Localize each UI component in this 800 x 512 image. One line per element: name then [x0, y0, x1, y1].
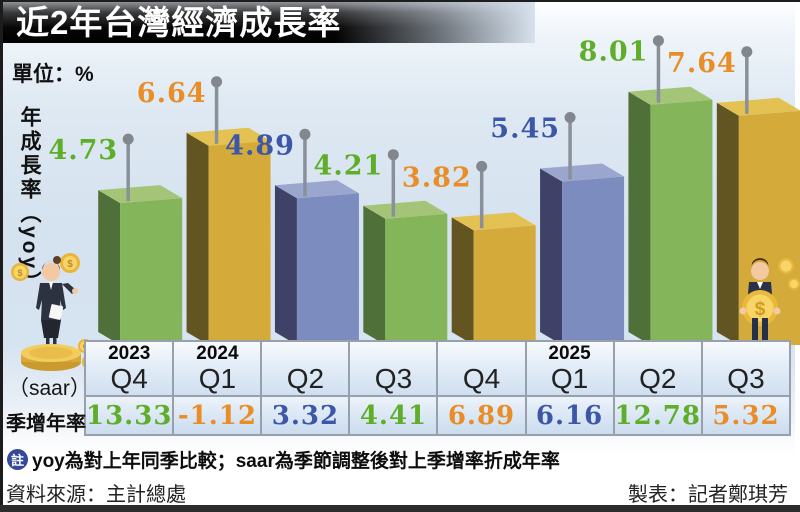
- saar-value-cell: 4.41: [350, 397, 437, 434]
- bar-group-2024-Q3: 4.21: [314, 149, 448, 345]
- bar-pin-head: [741, 46, 753, 58]
- bar-front-face: [208, 140, 271, 345]
- bar-pin-head: [299, 128, 311, 140]
- quarter-label: Q2: [639, 363, 677, 394]
- bar-front-face: [562, 176, 625, 345]
- data-table: 2023 Q4 2024 Q1 Q2 Q3 Q4 2025 Q1 Q2 Q3 13.33 -1.12 3.…: [84, 340, 791, 436]
- bar-group-2024-Q2: 4.89: [225, 128, 359, 345]
- quarter-label: Q3: [374, 363, 413, 394]
- bar-front-face: [650, 99, 713, 345]
- credit: 製表：記者鄭琪芳: [628, 484, 788, 506]
- bar-top-face: [274, 180, 359, 199]
- quarter-header-cell: Q3: [702, 342, 789, 395]
- bar-pin-head: [476, 160, 488, 172]
- note-badge-icon: 註: [7, 449, 28, 470]
- bar-value-label: 3.82: [402, 162, 472, 193]
- quarter-header-cell: 2025 Q1: [526, 342, 613, 395]
- year-label: 2025: [548, 343, 591, 364]
- bar-side-face: [98, 190, 121, 345]
- bar-top-face: [98, 185, 183, 204]
- quarter-header-cell: 2023 Q4: [86, 342, 173, 395]
- saar-value-cell: 3.32: [262, 397, 349, 434]
- left-border: [0, 0, 3, 505]
- quarter-label: Q3: [727, 363, 765, 394]
- bar-pin-head: [387, 149, 399, 161]
- bar-value-label: 5.45: [490, 114, 560, 145]
- quarter-header-cell: Q3: [350, 342, 437, 395]
- year-label: 2024: [196, 343, 239, 364]
- bar-side-face: [186, 132, 209, 345]
- unit-label: 單位：%: [12, 63, 94, 86]
- data-source: 資料來源：主計總處: [6, 484, 186, 506]
- bar-value-label: 8.01: [579, 37, 649, 68]
- quarter-label: Q4: [462, 363, 501, 394]
- quarter-header-cell: Q4: [438, 342, 525, 395]
- bar-side-face: [540, 168, 563, 345]
- bar-side-face: [451, 217, 474, 345]
- quarter-header-cell: Q2: [262, 342, 349, 395]
- bar-value-label: 7.64: [667, 48, 737, 79]
- bar-group-2024-Q1: 6.64: [137, 76, 271, 345]
- bar-value-label: 4.89: [225, 130, 295, 161]
- quarter-label: Q4: [110, 363, 148, 394]
- year-label: 2023: [108, 343, 151, 364]
- page-title: 近2年台灣經濟成長率: [16, 4, 342, 41]
- bar-front-face: [385, 213, 448, 345]
- table-row-label-rate: 季增年率: [6, 413, 86, 435]
- bar-value-label: 4.73: [48, 135, 118, 166]
- saar-value-cell: 13.33: [86, 397, 173, 434]
- bar-group-2025-Q1: 5.45: [490, 112, 625, 345]
- saar-value-cell: 12.78: [614, 397, 701, 434]
- bar-front-face: [296, 193, 359, 345]
- saar-value-cell: 6.89: [438, 397, 525, 434]
- saar-value-cell: -1.12: [174, 397, 261, 434]
- quarter-label: Q1: [550, 363, 589, 394]
- bar-side-face: [628, 91, 651, 345]
- quarter-header-cell: Q2: [614, 342, 701, 395]
- bar-pin-head: [122, 133, 134, 145]
- bar-top-face: [363, 200, 448, 219]
- svg-text:$: $: [67, 259, 73, 270]
- bar-pin-head: [211, 76, 223, 88]
- svg-text:$: $: [755, 299, 766, 320]
- quarter-header-cell: 2024 Q1: [174, 342, 261, 395]
- bottom-border: [0, 505, 800, 512]
- footnote-text: yoy為對上年同季比較；saar為季節調整後對上季增率折成年率: [32, 451, 560, 472]
- bar-pin-head: [652, 35, 664, 47]
- bar-pin-head: [564, 112, 576, 123]
- bar-front-face: [473, 225, 536, 345]
- saar-value-cell: 6.16: [526, 397, 613, 434]
- bar-side-face: [363, 205, 386, 345]
- bar-side-face: [716, 102, 739, 345]
- bar-top-face: [540, 163, 625, 182]
- bar-value-label: 4.21: [314, 151, 384, 182]
- bar-front-face: [120, 198, 183, 345]
- footnote: 註 yoy為對上年同季比較；saar為季節調整後對上季增率折成年率: [7, 446, 560, 473]
- svg-text:$: $: [17, 268, 22, 278]
- bar-top-face: [716, 97, 800, 116]
- bar-group-2024-Q4: 3.82: [402, 160, 536, 345]
- title-banner: 近2年台灣經濟成長率: [3, 2, 535, 43]
- bar-top-face: [451, 212, 536, 231]
- bar-group-2025-Q2: 8.01: [579, 35, 713, 345]
- table-row-label-saar: （saar）: [8, 377, 91, 400]
- y-axis-label: 年成長率（yoy）: [18, 106, 41, 296]
- top-border: [0, 0, 800, 2]
- bar-side-face: [274, 185, 297, 345]
- bar-group-2023-Q4: 4.73: [48, 133, 183, 345]
- bar-top-face: [628, 86, 713, 105]
- bar-top-face: [186, 127, 271, 146]
- quarter-label: Q1: [198, 363, 237, 394]
- bar-value-label: 6.64: [137, 78, 207, 109]
- saar-value-cell: 5.32: [702, 397, 789, 434]
- quarter-label: Q2: [286, 363, 325, 394]
